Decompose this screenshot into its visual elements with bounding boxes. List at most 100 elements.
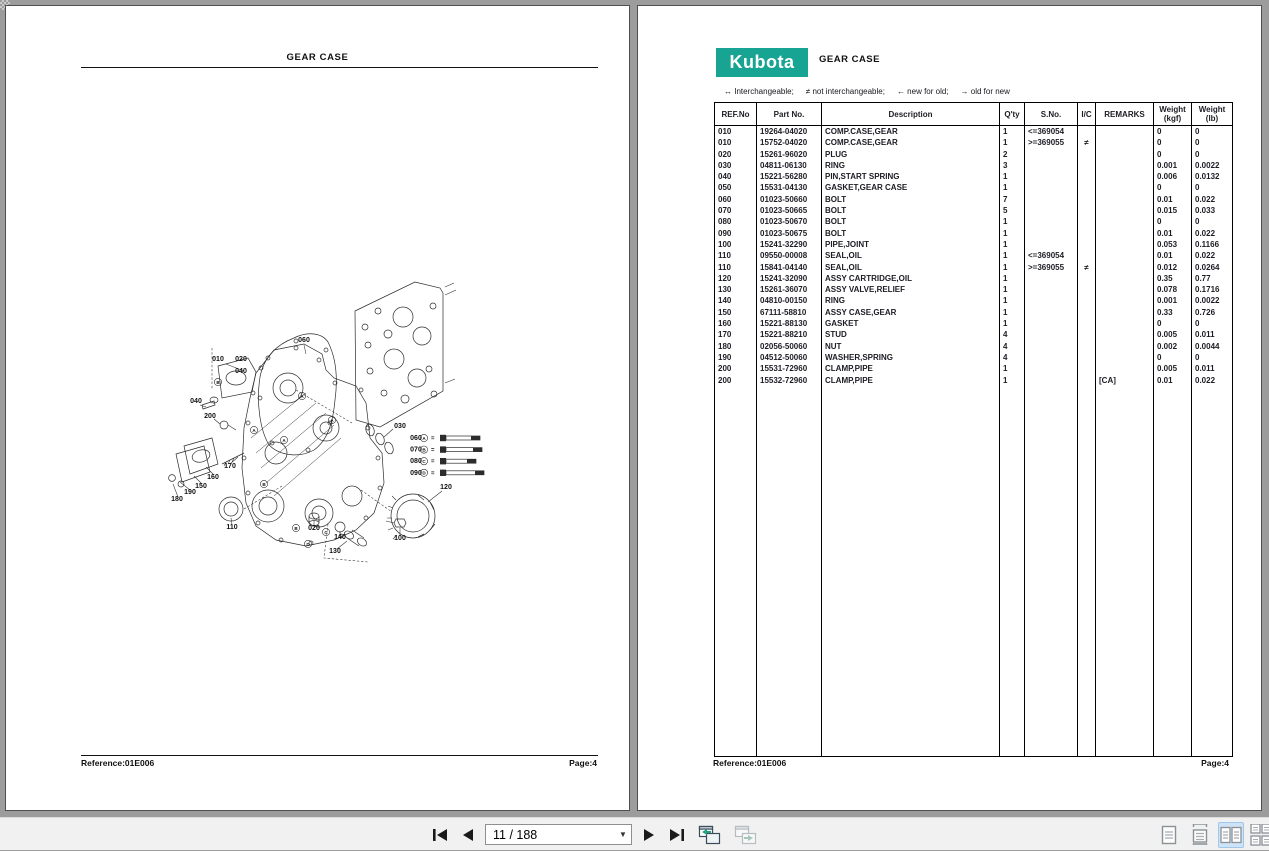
- table-cell: [1025, 329, 1078, 341]
- pipe-clamp: [219, 420, 237, 431]
- table-cell: NUT: [822, 340, 1000, 352]
- table-cell: [1025, 227, 1078, 239]
- footer-page-number: Page:4: [569, 758, 597, 768]
- table-cell: 090: [715, 227, 757, 239]
- diagram-callout-label: 010: [212, 356, 224, 363]
- table-cell: 140: [715, 295, 757, 307]
- next-view-icon: [734, 825, 757, 844]
- table-cell: 0: [1154, 318, 1192, 330]
- last-page-icon: [670, 828, 684, 841]
- table-cell: [1096, 306, 1154, 319]
- table-cell: 110: [715, 250, 757, 262]
- table-cell: 1: [1000, 272, 1025, 285]
- column-header: REMARKS: [1096, 103, 1154, 125]
- table-cell: 100: [715, 238, 757, 251]
- svg-text:B: B: [422, 447, 426, 452]
- table-cell: 010: [715, 126, 757, 138]
- table-cell: 04512-50060: [757, 351, 822, 364]
- table-cell: 0.015: [1154, 205, 1192, 217]
- plug-part: [308, 512, 320, 526]
- table-cell: 1: [1000, 126, 1025, 138]
- table-cell: 070: [715, 205, 757, 217]
- page-title: GEAR CASE: [286, 52, 349, 63]
- next-page-button[interactable]: [641, 827, 657, 843]
- table-row: 030 04811-06130 RING 3 0.001 0.0022: [715, 159, 1232, 172]
- table-cell: 0.001: [1154, 159, 1192, 172]
- table-cell: [1078, 329, 1096, 341]
- table-row: 080 01023-50670 BOLT 1 0 0: [715, 216, 1232, 228]
- svg-text:B: B: [216, 380, 220, 385]
- table-cell: [1078, 238, 1096, 251]
- continuous-view-button[interactable]: [1187, 822, 1213, 848]
- table-cell: 2: [1000, 148, 1025, 160]
- diagram-callout-label: 020: [308, 525, 320, 532]
- table-cell-empty: [715, 385, 757, 756]
- table-cell: [1096, 227, 1154, 239]
- table-cell: [1025, 171, 1078, 183]
- table-cell: [1096, 216, 1154, 228]
- two-page-continuous-view-icon: [1250, 823, 1269, 846]
- table-cell: 0: [1195, 183, 1200, 193]
- table-cell: [1078, 374, 1096, 386]
- table-cell: 15241-32290: [757, 238, 822, 251]
- previous-page-button[interactable]: [460, 827, 476, 843]
- table-cell: 0.078: [1154, 284, 1192, 296]
- table-cell: 15261-96020: [757, 148, 822, 160]
- diagram-callout-label: 100: [394, 535, 406, 542]
- single-page-view-button[interactable]: [1156, 822, 1182, 848]
- table-cell: [1025, 193, 1078, 206]
- table-cell: [1025, 374, 1078, 386]
- table-cell: 060: [715, 193, 757, 206]
- table-cell-empty: [822, 385, 1000, 756]
- table-cell: [1096, 137, 1154, 149]
- next-view-button[interactable]: [732, 824, 759, 846]
- first-page-button[interactable]: [430, 827, 451, 843]
- table-cell: COMP.CASE,GEAR: [822, 126, 1000, 138]
- table-cell: STUD: [822, 329, 1000, 341]
- table-cell: [1078, 159, 1096, 172]
- legend-item: ≠ not interchangeable;: [805, 87, 885, 96]
- table-cell: 130: [715, 284, 757, 296]
- table-row: 040 15221-56280 PIN,START SPRING 1 0.006 0.01…: [715, 171, 1232, 183]
- kubota-logo: Kubota: [716, 48, 808, 77]
- page-layout-group: [1156, 818, 1269, 851]
- legend-item: ↔ Interchangeable;: [724, 87, 794, 96]
- exploded-parts-diagram: 060 010 020 040 040 200 030 170 160 150 190 180 110 0…: [156, 278, 528, 582]
- table-cell: 01023-50675: [757, 227, 822, 239]
- table-cell: CLAMP,PIPE: [822, 374, 1000, 386]
- diagram-callout-label: 150: [195, 483, 207, 490]
- table-cell: 1: [1000, 261, 1025, 273]
- diagram-callout-label: 200: [204, 413, 216, 420]
- table-cell: [1078, 363, 1096, 375]
- table-cell: [1078, 318, 1096, 330]
- bolt-legend-row: 090 D =: [410, 468, 485, 477]
- table-cell: 020: [715, 148, 757, 160]
- diagram-callout-label: 130: [329, 548, 341, 555]
- two-page-continuous-view-button[interactable]: [1249, 822, 1269, 848]
- table-cell: 0: [1195, 217, 1200, 227]
- table-cell: BOLT: [822, 227, 1000, 239]
- last-page-button[interactable]: [666, 827, 687, 843]
- table-cell: 1: [1000, 363, 1025, 375]
- previous-view-button[interactable]: [696, 824, 723, 846]
- table-cell: [1078, 216, 1096, 228]
- two-page-view-button[interactable]: [1218, 821, 1244, 848]
- table-cell: 1: [1000, 171, 1025, 183]
- table-cell: [1078, 306, 1096, 319]
- table-cell: [CA]: [1096, 374, 1154, 386]
- table-cell: COMP.CASE,GEAR: [822, 137, 1000, 149]
- table-cell: [1025, 306, 1078, 319]
- interchange-legend: ↔ Interchangeable; ≠ not interchangeable;…: [724, 87, 1022, 96]
- diagram-callout-label: 110: [226, 524, 237, 531]
- table-cell: 200: [715, 363, 757, 375]
- table-cell: 1: [1000, 318, 1025, 330]
- svg-text:A: A: [282, 438, 286, 443]
- table-cell: 7: [1000, 193, 1025, 206]
- page-number-combobox[interactable]: 11 / 188 ▼: [485, 824, 632, 845]
- table-cell-empty: [1078, 385, 1096, 756]
- table-filler: [715, 385, 1232, 756]
- table-cell: 1: [1000, 182, 1025, 194]
- table-cell: 010: [715, 137, 757, 149]
- table-cell: [1025, 284, 1078, 296]
- footer-page-number: Page:4: [1201, 758, 1229, 768]
